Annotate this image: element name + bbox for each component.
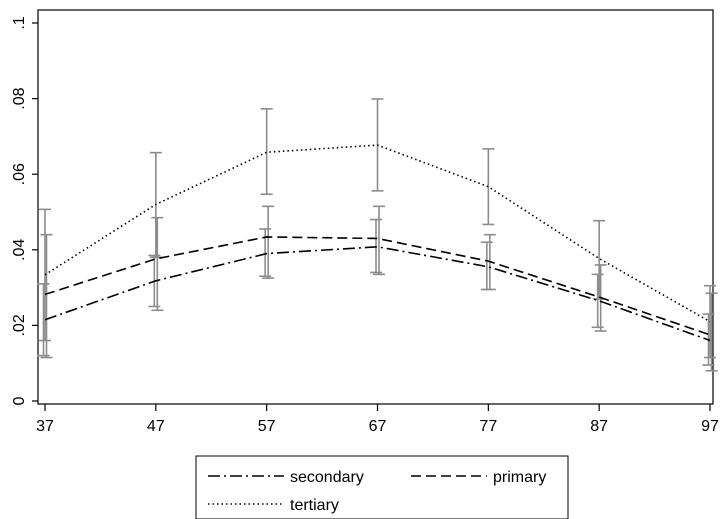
x-tick-label: 37 bbox=[36, 418, 54, 435]
error-bar-tertiary bbox=[593, 219, 606, 300]
y-axis: 0 .02 .04 .06 .08 .1 bbox=[11, 16, 38, 405]
series-line-secondary bbox=[44, 245, 711, 342]
legend-label-tertiary: tertiary bbox=[290, 497, 339, 514]
y-tick-label: .04 bbox=[11, 239, 28, 261]
x-tick-label: 67 bbox=[369, 418, 387, 435]
legend-label-secondary: secondary bbox=[290, 469, 364, 486]
x-tick-label: 47 bbox=[147, 418, 165, 435]
plot-frame bbox=[37, 9, 714, 405]
y-tick-label: 0 bbox=[11, 396, 28, 405]
error-bar-primary bbox=[705, 292, 718, 372]
error-bar-tertiary bbox=[39, 208, 51, 342]
error-bar-primary bbox=[262, 205, 275, 279]
series-line-primary bbox=[44, 236, 711, 336]
error-bar-primary bbox=[373, 205, 385, 276]
legend-label-primary: primary bbox=[493, 469, 546, 486]
x-tick-label: 57 bbox=[258, 418, 276, 435]
x-tick-label: 77 bbox=[479, 418, 497, 435]
y-tick-label: .1 bbox=[11, 16, 28, 29]
error-bar-secondary bbox=[259, 228, 272, 278]
y-tick-label: .02 bbox=[11, 314, 28, 336]
series-line-tertiary bbox=[44, 144, 711, 323]
error-bar-primary bbox=[40, 233, 53, 359]
error-bar-tertiary bbox=[482, 148, 495, 226]
x-axis: 37 47 57 67 77 87 97 bbox=[36, 404, 719, 435]
y-tick-label: .08 bbox=[11, 87, 28, 109]
error-bar-tertiary bbox=[260, 108, 273, 196]
x-tick-label: 87 bbox=[590, 418, 608, 435]
legend-box bbox=[195, 455, 569, 519]
x-tick-label: 97 bbox=[701, 418, 719, 435]
error-bars bbox=[37, 98, 718, 372]
error-bar-primary bbox=[151, 216, 164, 312]
legend: secondary primary tertiary bbox=[195, 455, 569, 519]
error-bar-secondary bbox=[370, 218, 382, 274]
y-tick-label: .06 bbox=[11, 163, 28, 185]
error-bar-secondary bbox=[591, 273, 604, 329]
series-lines bbox=[44, 144, 711, 342]
error-bar-secondary bbox=[37, 283, 50, 357]
